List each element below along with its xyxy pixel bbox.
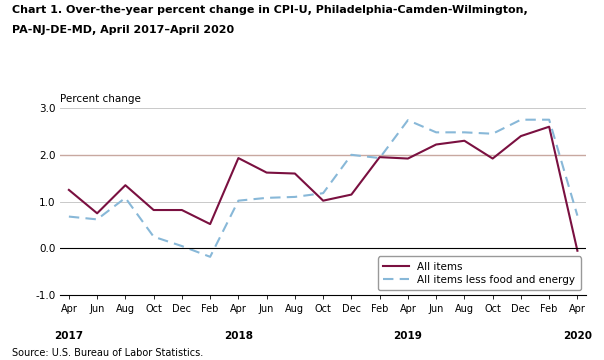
Text: 2017: 2017 [54, 331, 83, 341]
Text: Chart 1. Over-the-year percent change in CPI-U, Philadelphia-Camden-Wilmington,: Chart 1. Over-the-year percent change in… [12, 5, 528, 15]
All items less food and energy [545, 117, 553, 122]
All items less food and energy [376, 156, 384, 160]
All items less food and energy [489, 132, 496, 136]
All items [376, 155, 384, 159]
All items less food and energy [150, 235, 157, 239]
All items [489, 156, 496, 161]
All items [348, 192, 355, 197]
All items less food and energy [320, 191, 327, 195]
All items less food and energy [574, 213, 581, 218]
All items less food and energy [94, 217, 101, 221]
All items [150, 208, 157, 212]
Text: Percent change: Percent change [60, 94, 141, 104]
All items less food and energy [207, 255, 214, 259]
Text: 2020: 2020 [563, 331, 592, 341]
All items [517, 134, 524, 138]
All items less food and energy [461, 130, 468, 135]
All items [65, 188, 72, 192]
All items less food and energy [291, 195, 298, 199]
All items less food and energy [432, 130, 440, 135]
All items [263, 170, 270, 175]
Line: All items less food and energy: All items less food and energy [69, 120, 577, 257]
All items [207, 222, 214, 226]
Text: 2018: 2018 [224, 331, 253, 341]
Text: 2019: 2019 [393, 331, 422, 341]
All items [122, 183, 129, 187]
All items [545, 125, 553, 129]
All items less food and energy [235, 198, 242, 203]
All items [94, 211, 101, 215]
All items less food and energy [348, 153, 355, 157]
All items [291, 171, 298, 176]
All items less food and energy [178, 244, 185, 248]
All items [235, 156, 242, 160]
Text: Source: U.S. Bureau of Labor Statistics.: Source: U.S. Bureau of Labor Statistics. [12, 348, 204, 358]
All items [320, 198, 327, 203]
All items less food and energy [517, 117, 524, 122]
All items [178, 208, 185, 212]
All items [404, 156, 411, 161]
Line: All items: All items [69, 127, 577, 251]
All items less food and energy [263, 196, 270, 200]
Text: PA-NJ-DE-MD, April 2017–April 2020: PA-NJ-DE-MD, April 2017–April 2020 [12, 25, 234, 35]
All items [432, 142, 440, 147]
All items [461, 139, 468, 143]
All items [574, 248, 581, 253]
All items less food and energy [404, 118, 411, 122]
All items less food and energy [122, 196, 129, 200]
All items less food and energy [65, 215, 72, 219]
Legend: All items, All items less food and energy: All items, All items less food and energ… [378, 256, 580, 290]
